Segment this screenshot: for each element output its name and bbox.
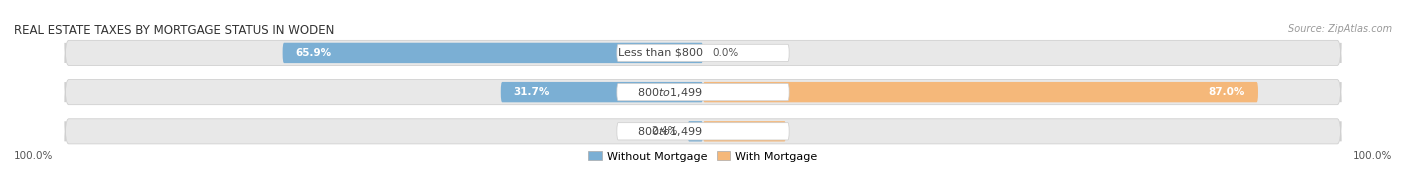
FancyBboxPatch shape xyxy=(65,119,1341,144)
FancyBboxPatch shape xyxy=(283,43,703,63)
FancyBboxPatch shape xyxy=(65,40,1341,65)
Text: 65.9%: 65.9% xyxy=(295,48,332,58)
Text: 0.0%: 0.0% xyxy=(713,48,738,58)
Text: Less than $800: Less than $800 xyxy=(619,48,703,58)
FancyBboxPatch shape xyxy=(617,83,789,101)
FancyBboxPatch shape xyxy=(703,82,1258,102)
Text: REAL ESTATE TAXES BY MORTGAGE STATUS IN WODEN: REAL ESTATE TAXES BY MORTGAGE STATUS IN … xyxy=(14,24,335,36)
Text: 100.0%: 100.0% xyxy=(14,151,53,161)
Text: Source: ZipAtlas.com: Source: ZipAtlas.com xyxy=(1288,24,1392,34)
Text: 13.0%: 13.0% xyxy=(737,126,773,136)
FancyBboxPatch shape xyxy=(688,121,703,142)
Legend: Without Mortgage, With Mortgage: Without Mortgage, With Mortgage xyxy=(583,147,823,166)
Text: 2.4%: 2.4% xyxy=(651,126,678,136)
FancyBboxPatch shape xyxy=(501,82,703,102)
FancyBboxPatch shape xyxy=(617,44,789,62)
Text: $800 to $1,499: $800 to $1,499 xyxy=(637,125,703,138)
Text: 31.7%: 31.7% xyxy=(513,87,550,97)
Text: 87.0%: 87.0% xyxy=(1209,87,1246,97)
FancyBboxPatch shape xyxy=(617,123,789,140)
Text: 100.0%: 100.0% xyxy=(1353,151,1392,161)
FancyBboxPatch shape xyxy=(703,121,786,142)
Text: $800 to $1,499: $800 to $1,499 xyxy=(637,86,703,99)
FancyBboxPatch shape xyxy=(65,80,1341,105)
